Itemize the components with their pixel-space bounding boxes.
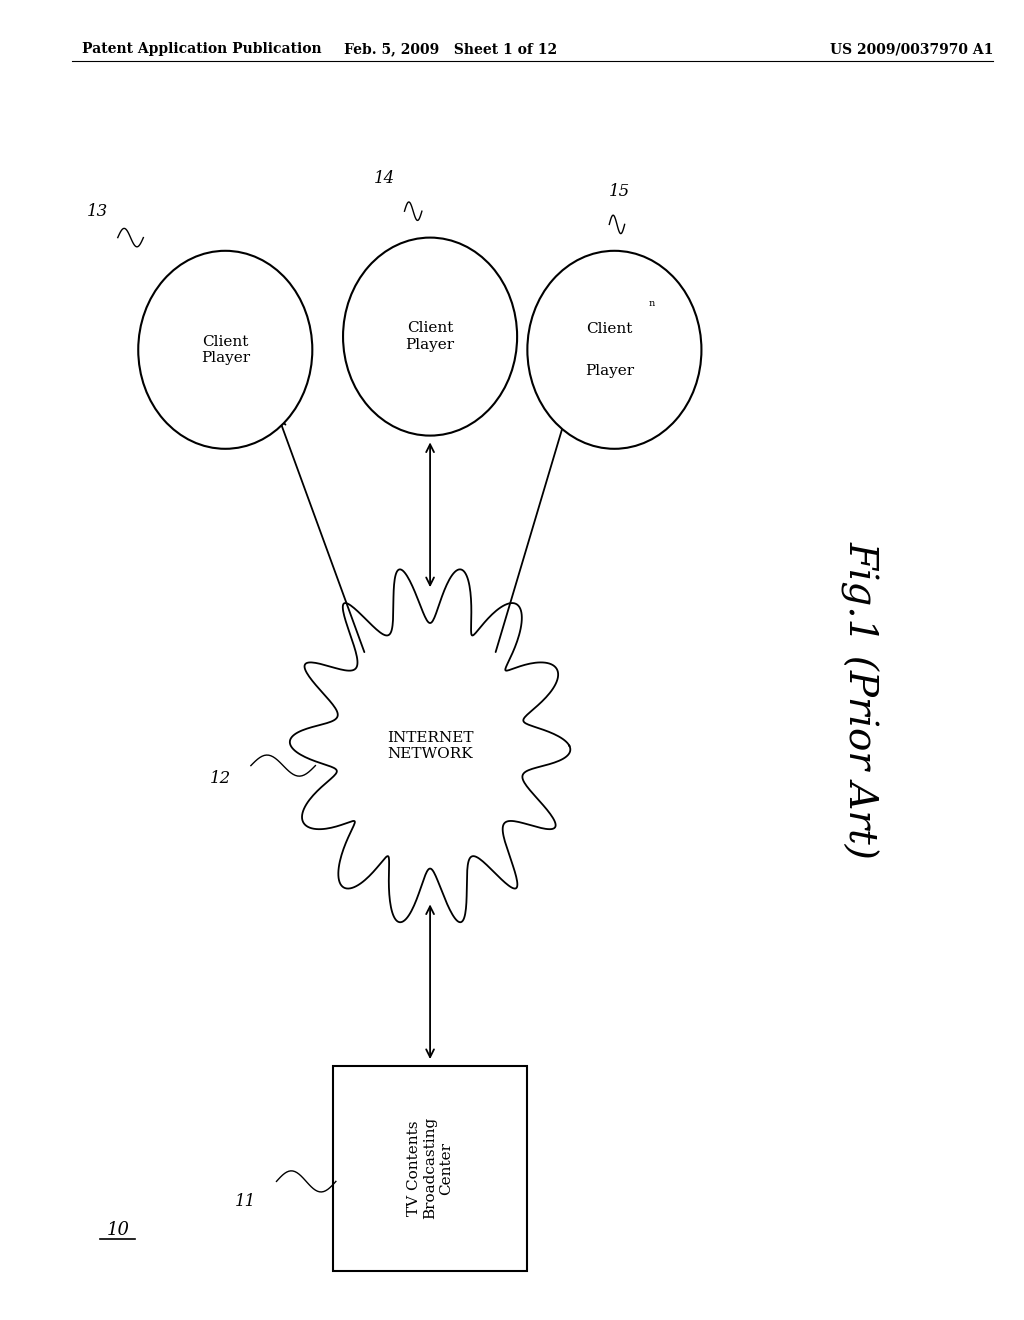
Text: Client: Client: [586, 322, 633, 335]
Ellipse shape: [343, 238, 517, 436]
Text: 14: 14: [374, 170, 394, 186]
Ellipse shape: [527, 251, 701, 449]
Text: 11: 11: [236, 1193, 256, 1209]
Text: Player: Player: [585, 364, 634, 378]
Text: INTERNET
NETWORK: INTERNET NETWORK: [387, 731, 473, 760]
Text: Client
Player: Client Player: [406, 322, 455, 351]
Text: Client
Player: Client Player: [201, 335, 250, 364]
Text: Patent Application Publication: Patent Application Publication: [82, 42, 322, 57]
Text: 12: 12: [210, 771, 230, 787]
Text: 13: 13: [87, 203, 108, 219]
Text: Feb. 5, 2009   Sheet 1 of 12: Feb. 5, 2009 Sheet 1 of 12: [344, 42, 557, 57]
Text: 15: 15: [609, 183, 630, 199]
Text: US 2009/0037970 A1: US 2009/0037970 A1: [829, 42, 993, 57]
Text: Fig.1 (Prior Art): Fig.1 (Prior Art): [841, 541, 880, 858]
Ellipse shape: [138, 251, 312, 449]
Polygon shape: [290, 569, 570, 923]
Text: 10: 10: [106, 1221, 129, 1239]
Bar: [333, 1067, 527, 1270]
Text: TV Contents
Broadcasting
Center: TV Contents Broadcasting Center: [407, 1117, 454, 1220]
Text: n: n: [648, 298, 654, 308]
